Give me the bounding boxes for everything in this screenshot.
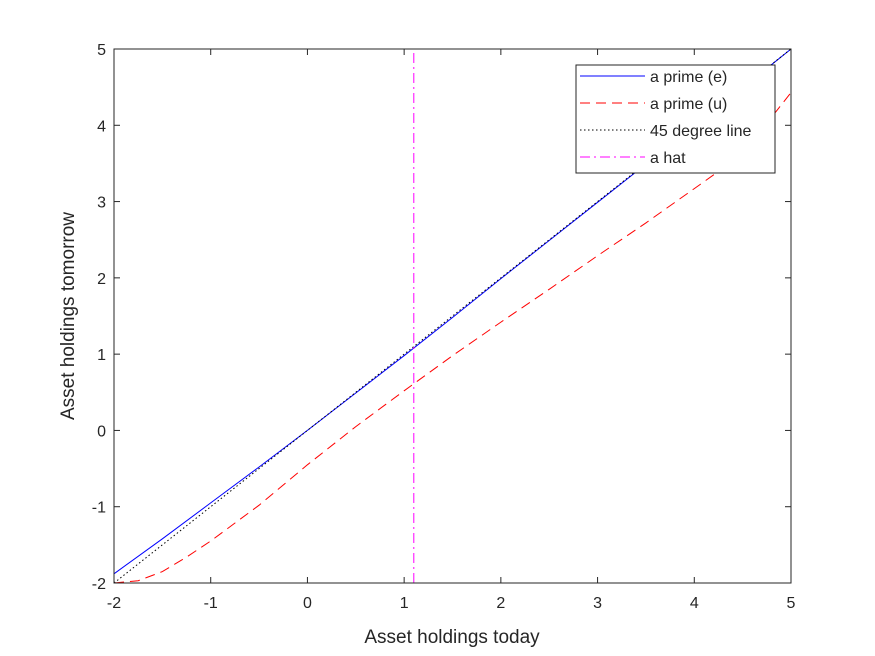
legend-label: a prime (u) bbox=[650, 96, 727, 113]
x-tick-label: -2 bbox=[107, 595, 121, 612]
y-tick-label: 2 bbox=[97, 271, 106, 288]
y-tick-label: 5 bbox=[97, 42, 106, 59]
x-tick-label: 2 bbox=[496, 595, 505, 612]
x-tick-label: 1 bbox=[400, 595, 409, 612]
y-tick-label: 3 bbox=[97, 195, 106, 212]
legend-box bbox=[575, 64, 776, 174]
legend: a prime (e) a prime (u) 45 degree line a ha… bbox=[575, 64, 776, 174]
y-tick-label: -2 bbox=[92, 576, 106, 593]
tick-layer: -2 -1 0 1 2 3 4 5 -2 -1 0 1 2 3 4 5 bbox=[92, 42, 796, 612]
x-tick-label: 4 bbox=[690, 595, 699, 612]
x-tick-label: 0 bbox=[303, 595, 312, 612]
y-tick-label: -1 bbox=[92, 500, 106, 517]
legend-label: a prime (e) bbox=[650, 69, 727, 86]
x-axis-label: Asset holdings today bbox=[364, 627, 540, 648]
plot-frame bbox=[113, 48, 792, 584]
y-tick-label: 1 bbox=[97, 347, 106, 364]
y-axis-label: Asset holdings tomorrow bbox=[58, 212, 79, 420]
y-tick-label: 4 bbox=[97, 118, 106, 135]
x-tick-label: 5 bbox=[787, 595, 796, 612]
legend-label: 45 degree line bbox=[650, 123, 752, 140]
legend-label: a hat bbox=[650, 150, 686, 167]
series-line-2 bbox=[113, 92, 792, 584]
x-tick-label: 3 bbox=[593, 595, 602, 612]
x-tick-label: -1 bbox=[204, 595, 218, 612]
y-tick-label: 0 bbox=[97, 423, 106, 440]
